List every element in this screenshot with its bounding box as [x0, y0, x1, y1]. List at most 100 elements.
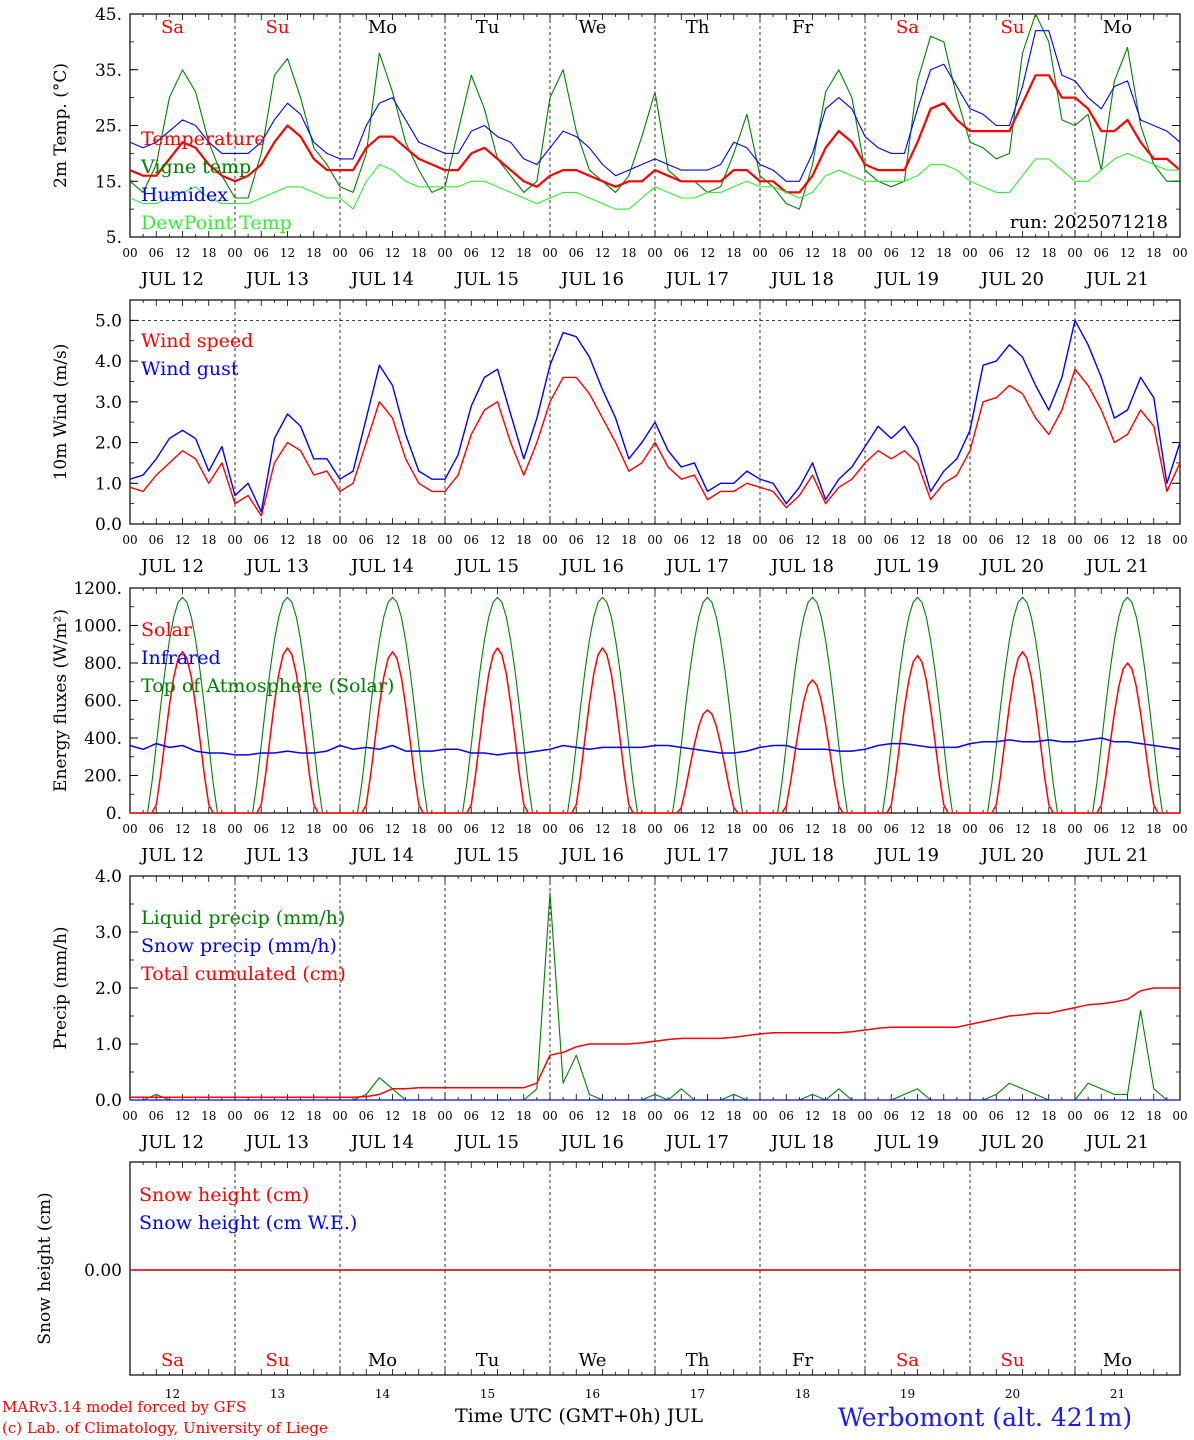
series-line [129, 30, 1181, 182]
legend-entry: Wind gust [141, 358, 239, 380]
series-line [130, 987, 1180, 1098]
day-number-label: 17 [690, 1387, 705, 1401]
hour-tick-label: 18 [621, 246, 636, 260]
date-label: JUL 17 [664, 1132, 729, 1153]
hour-tick-label: 06 [884, 246, 899, 260]
hour-tick-label: 18 [1041, 246, 1056, 260]
hour-tick-label: 00 [857, 533, 872, 547]
hour-tick-label: 12 [490, 822, 505, 836]
hour-tick-label: 12 [595, 533, 610, 547]
y-axis-label: Energy fluxes (W/m²) [51, 609, 71, 792]
y-tick-label: 35. [95, 61, 122, 81]
hour-tick-label: 18 [1041, 533, 1056, 547]
hour-tick-label: 12 [1015, 1109, 1030, 1123]
hour-tick-label: 00 [962, 246, 977, 260]
hour-tick-label: 18 [1041, 1109, 1056, 1123]
weekday-label: Su [1001, 17, 1025, 38]
credit-lab: (c) Lab. of Climatology, University of L… [2, 1419, 328, 1437]
day-number-label: 15 [480, 1387, 495, 1401]
hour-tick-label: 18 [621, 1109, 636, 1123]
hour-tick-label: 06 [779, 822, 794, 836]
date-label: JUL 13 [244, 269, 309, 290]
hour-tick-label: 06 [1094, 533, 1109, 547]
hour-tick-label: 06 [674, 1109, 689, 1123]
hour-tick-label: 18 [411, 1109, 426, 1123]
y-tick-label: 0.00 [84, 1261, 122, 1281]
hour-tick-label: 18 [726, 533, 741, 547]
hour-tick-label: 00 [857, 1109, 872, 1123]
y-tick-label: 3.0 [95, 393, 122, 413]
date-label: JUL 15 [454, 556, 519, 577]
day-number-label: 19 [900, 1387, 915, 1401]
series-line [129, 368, 1181, 517]
hour-tick-label: 00 [227, 822, 242, 836]
hour-tick-label: 00 [1172, 533, 1187, 547]
y-tick-label: 45. [95, 5, 122, 25]
weekday-label: Su [1001, 1350, 1025, 1371]
day-number-label: 20 [1005, 1387, 1020, 1401]
date-label: JUL 13 [244, 556, 309, 577]
y-tick-label: 5.0 [95, 311, 122, 331]
hour-tick-label: 06 [1094, 1109, 1109, 1123]
date-label: JUL 15 [454, 1132, 519, 1153]
hour-tick-label: 12 [1120, 822, 1135, 836]
date-label: JUL 19 [874, 1132, 939, 1153]
hour-tick-label: 18 [411, 533, 426, 547]
legend-entry: Liquid precip (mm/h) [141, 907, 345, 929]
panel-frame-3 [129, 587, 1181, 814]
hour-tick-label: 12 [910, 1109, 925, 1123]
hour-tick-label: 00 [122, 822, 137, 836]
hour-tick-label: 00 [1067, 533, 1082, 547]
hour-tick-label: 12 [910, 246, 925, 260]
hour-tick-label: 18 [201, 1109, 216, 1123]
y-tick-label: 2.0 [95, 434, 122, 454]
hour-tick-label: 06 [149, 1109, 164, 1123]
hour-tick-label: 18 [201, 533, 216, 547]
hour-tick-label: 12 [175, 533, 190, 547]
hour-tick-label: 18 [726, 822, 741, 836]
hour-tick-label: 00 [542, 1109, 557, 1123]
hour-tick-label: 12 [280, 533, 295, 547]
hour-tick-label: 18 [516, 822, 531, 836]
date-label: JUL 21 [1084, 845, 1149, 866]
hour-tick-label: 12 [490, 246, 505, 260]
weekday-label: Th [686, 17, 710, 38]
hour-tick-label: 00 [227, 246, 242, 260]
legend-entry: Vigne temp [140, 156, 251, 178]
date-label: JUL 19 [874, 845, 939, 866]
hour-tick-label: 00 [437, 533, 452, 547]
hour-tick-label: 12 [490, 1109, 505, 1123]
hour-tick-label: 00 [332, 246, 347, 260]
hour-tick-label: 18 [831, 246, 846, 260]
hour-tick-label: 12 [385, 246, 400, 260]
weekday-label: Sa [896, 1350, 919, 1371]
hour-tick-label: 00 [122, 533, 137, 547]
y-tick-label: 400. [84, 729, 122, 749]
hour-tick-label: 00 [542, 822, 557, 836]
date-label: JUL 19 [874, 269, 939, 290]
hour-tick-label: 12 [595, 822, 610, 836]
hour-tick-label: 12 [805, 246, 820, 260]
hour-tick-label: 00 [1067, 822, 1082, 836]
date-label: JUL 20 [979, 845, 1044, 866]
hour-tick-label: 12 [700, 533, 715, 547]
hour-tick-label: 12 [280, 822, 295, 836]
hour-tick-label: 12 [175, 822, 190, 836]
hour-tick-label: 06 [464, 1109, 479, 1123]
hour-tick-label: 06 [254, 1109, 269, 1123]
hour-tick-label: 06 [779, 1109, 794, 1123]
hour-tick-label: 18 [201, 246, 216, 260]
date-label: JUL 14 [349, 556, 414, 577]
weekday-label: We [579, 1350, 607, 1371]
hour-tick-label: 12 [910, 533, 925, 547]
hour-tick-label: 18 [1146, 1109, 1161, 1123]
date-label: JUL 21 [1084, 556, 1149, 577]
date-label: JUL 12 [139, 269, 204, 290]
hour-tick-label: 18 [516, 1109, 531, 1123]
hour-tick-label: 06 [989, 1109, 1004, 1123]
hour-tick-label: 00 [752, 533, 767, 547]
date-label: JUL 15 [454, 845, 519, 866]
date-label: JUL 14 [349, 269, 414, 290]
hour-tick-label: 00 [752, 246, 767, 260]
date-label: JUL 18 [769, 269, 834, 290]
